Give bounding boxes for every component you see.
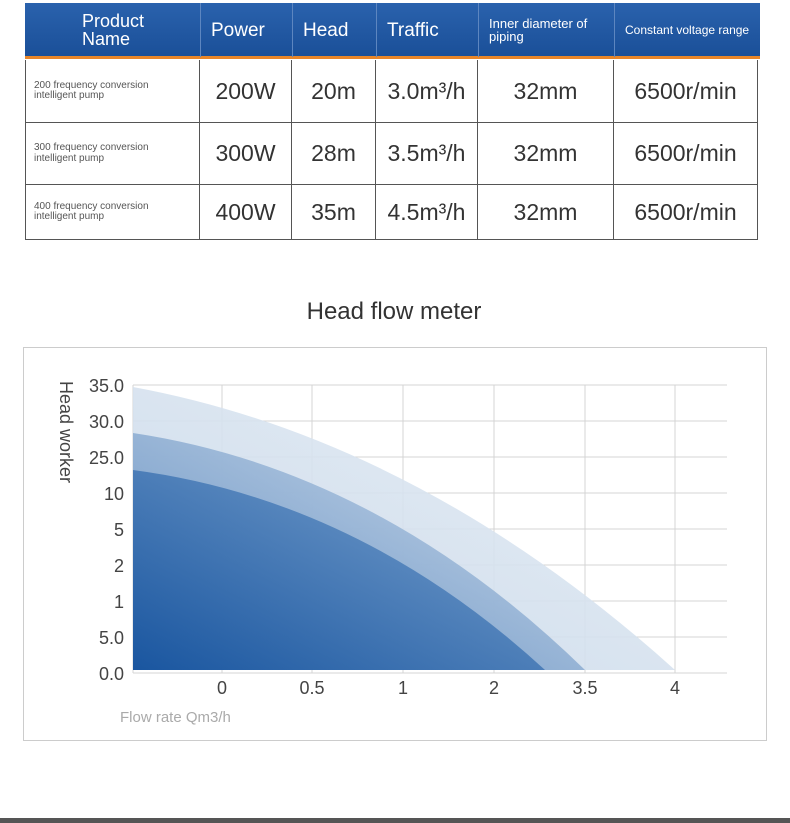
x-tick-label: 4 xyxy=(670,678,680,698)
header-cell: Head xyxy=(292,3,376,57)
table-cell: 6500r/min xyxy=(614,60,758,123)
product-name-cell: 300 frequency conversion intelligent pum… xyxy=(25,123,200,185)
x-axis-title: Flow rate Qm3/h xyxy=(120,709,231,726)
y-tick-label: 25.0 xyxy=(89,448,124,468)
figure-title: Head flow meter xyxy=(307,298,482,325)
table-cell: 6500r/min xyxy=(614,185,758,240)
header-bg xyxy=(25,3,760,57)
bottom-bar xyxy=(0,818,790,823)
header-cell: Inner diameter of piping xyxy=(478,3,614,57)
table-cell: 20m xyxy=(292,60,376,123)
y-axis-title: Head worker xyxy=(56,381,76,483)
table-cell: 32mm xyxy=(478,60,614,123)
y-tick-label: 5.0 xyxy=(99,628,124,648)
curve-200 xyxy=(133,470,545,670)
header-cell: Product Name xyxy=(82,11,145,49)
x-tick-label: 2 xyxy=(489,678,499,698)
product-name-cell: 400 frequency conversion intelligent pum… xyxy=(25,185,200,240)
table-cell: 300W xyxy=(200,123,292,185)
x-tick-label: 1 xyxy=(398,678,408,698)
table-cell: 32mm xyxy=(478,123,614,185)
y-tick-label: 30.0 xyxy=(89,412,124,432)
y-tick-label: 0.0 xyxy=(99,664,124,684)
y-tick-label: 35.0 xyxy=(89,376,124,396)
table-cell: 6500r/min xyxy=(614,123,758,185)
header-cell: Power xyxy=(200,3,292,57)
x-tick-label: 0.5 xyxy=(299,678,324,698)
x-tick-label: 3.5 xyxy=(572,678,597,698)
table-cell: 32mm xyxy=(478,185,614,240)
table-cell: 400W xyxy=(200,185,292,240)
y-tick-label: 5 xyxy=(114,520,124,540)
header-accent xyxy=(25,56,760,59)
y-tick-label: 10 xyxy=(104,484,124,504)
table-cell: 4.5m³/h xyxy=(376,185,478,240)
product-name-cell: 200 frequency conversion intelligent pum… xyxy=(25,60,200,123)
header-cell: Constant voltage range xyxy=(614,3,758,57)
table-cell: 35m xyxy=(292,185,376,240)
table-cell: 28m xyxy=(292,123,376,185)
header-cell: Traffic xyxy=(376,3,478,57)
y-tick-label: 2 xyxy=(114,556,124,576)
table-cell: 3.5m³/h xyxy=(376,123,478,185)
x-tick-label: 0 xyxy=(217,678,227,698)
table-cell: 200W xyxy=(200,60,292,123)
table-cell: 3.0m³/h xyxy=(376,60,478,123)
y-tick-label: 1 xyxy=(114,592,124,612)
